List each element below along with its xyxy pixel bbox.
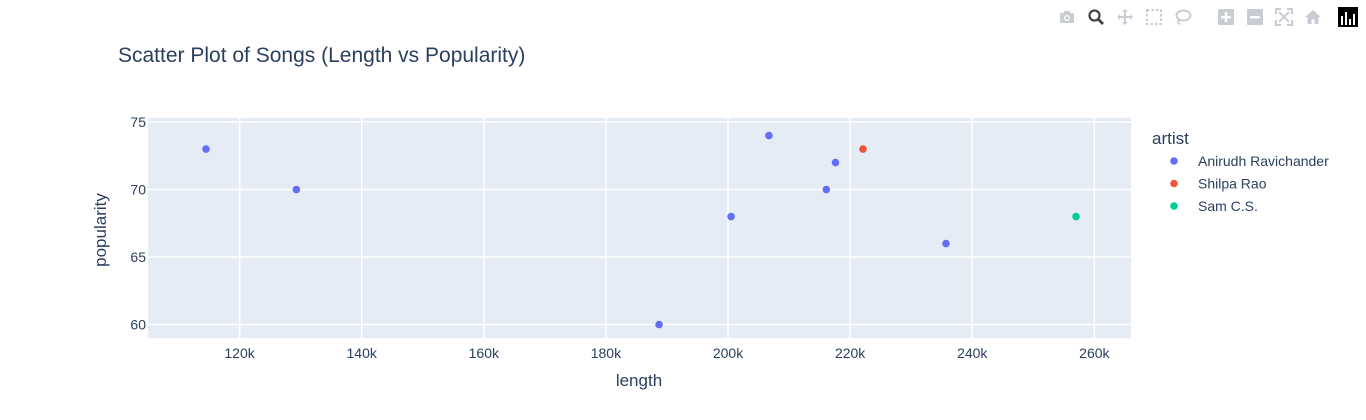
lasso-icon[interactable] [1172, 6, 1194, 28]
data-point[interactable] [202, 145, 210, 153]
y-axis-label: popularity [91, 193, 110, 267]
data-point[interactable] [727, 212, 735, 221]
y-tick-label: 60 [130, 317, 146, 333]
chart-title: Scatter Plot of Songs (Length vs Popular… [118, 44, 525, 67]
modebar [1049, 6, 1358, 28]
data-point[interactable] [655, 320, 663, 329]
box-select-icon[interactable] [1143, 6, 1165, 28]
reset-axes-icon[interactable] [1302, 6, 1324, 28]
camera-icon[interactable] [1056, 6, 1078, 28]
legend-label[interactable]: Shilpa Rao [1198, 176, 1267, 192]
y-tick-label: 65 [130, 249, 146, 265]
y-gridlines [148, 121, 1131, 326]
y-tick-label: 70 [130, 182, 146, 198]
legend-marker[interactable] [1170, 202, 1178, 210]
x-tick-label: 120k [224, 345, 255, 361]
x-tick-label: 160k [469, 345, 500, 361]
zoom-in-icon[interactable] [1215, 6, 1237, 28]
x-tick-labels: 120k 140k 160k 180k 200k 220k 240k 260k [224, 345, 1110, 361]
pan-icon[interactable] [1114, 6, 1136, 28]
data-point[interactable] [292, 185, 301, 194]
x-tick-label: 140k [347, 345, 378, 361]
x-tick-label: 260k [1079, 345, 1110, 361]
legend-label[interactable]: Sam C.S. [1198, 198, 1258, 214]
y-tick-labels: 60 65 70 75 [130, 114, 146, 332]
data-point[interactable] [765, 131, 773, 140]
zoom-out-icon[interactable] [1244, 6, 1266, 28]
legend-marker[interactable] [1170, 179, 1178, 188]
data-points [202, 131, 1080, 329]
data-point[interactable] [859, 145, 867, 153]
y-tick-label: 75 [130, 114, 146, 130]
x-gridlines [238, 118, 1096, 338]
data-point[interactable] [831, 158, 840, 167]
x-tick-label: 180k [591, 345, 622, 361]
legend: artist Anirudh Ravichander Shilpa Rao Sam … [1152, 129, 1329, 214]
x-tick-label: 240k [957, 345, 988, 361]
x-axis-label: length [616, 371, 662, 390]
legend-marker[interactable] [1170, 157, 1178, 165]
x-tick-label: 200k [713, 345, 744, 361]
legend-label[interactable]: Anirudh Ravichander [1198, 153, 1329, 169]
data-point[interactable] [942, 239, 950, 248]
legend-items: Anirudh Ravichander Shilpa Rao Sam C.S. [1170, 153, 1329, 214]
autoscale-icon[interactable] [1273, 6, 1295, 28]
data-point[interactable] [822, 185, 831, 194]
plotly-logo-icon[interactable] [1338, 7, 1358, 27]
plot-area[interactable] [148, 118, 1131, 338]
data-point[interactable] [1072, 212, 1080, 221]
zoom-icon[interactable] [1085, 6, 1107, 28]
legend-title: artist [1152, 129, 1189, 148]
x-tick-label: 220k [835, 345, 866, 361]
